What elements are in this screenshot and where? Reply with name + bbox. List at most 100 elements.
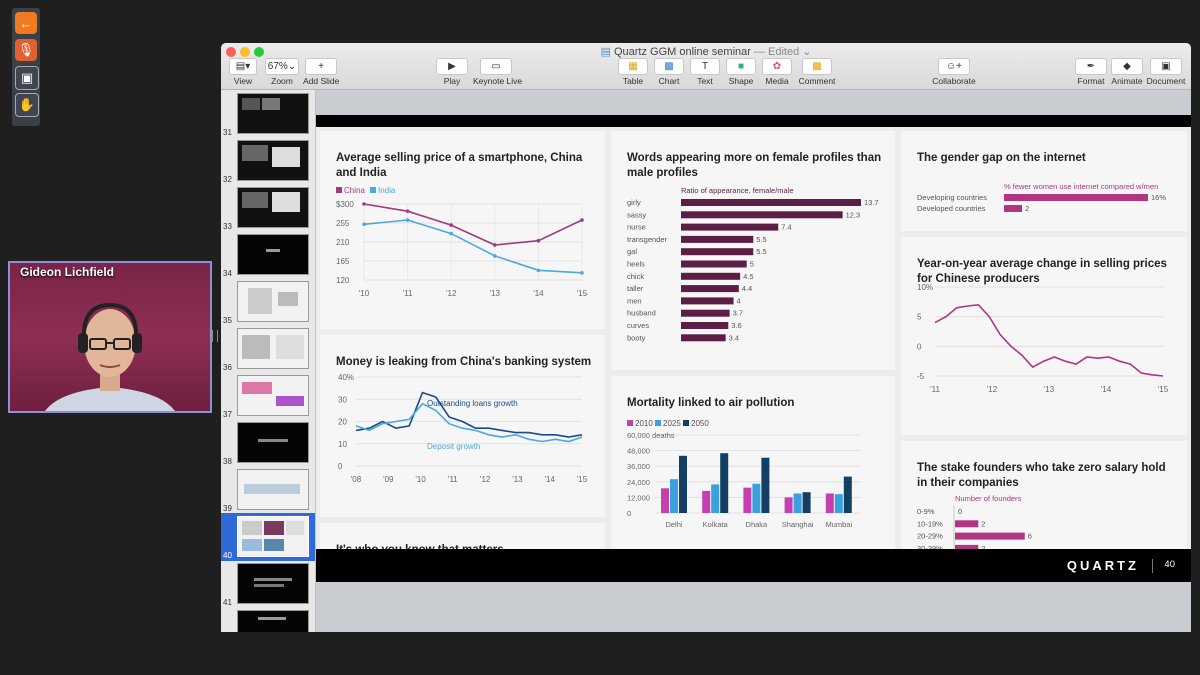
category-label: taller — [627, 284, 644, 293]
add-slide-button[interactable]: + Add Slide — [303, 58, 339, 86]
slide-thumbnail-34[interactable]: 34 — [221, 231, 315, 279]
raise-hand-icon[interactable]: ✋ — [15, 93, 39, 117]
category-label: sassy — [627, 210, 646, 219]
card-title: Average selling price of a smartphone, C… — [336, 152, 583, 179]
data-point — [580, 218, 584, 222]
series-line-0 — [934, 303, 1164, 377]
slide-thumbnail-39[interactable]: 39 — [221, 466, 315, 514]
slide-thumbnail-40[interactable]: 40 — [221, 513, 315, 561]
slide-thumbnail-38[interactable]: 38 — [221, 419, 315, 467]
bar — [843, 476, 852, 513]
bar — [681, 248, 754, 256]
x-tick-label: '10 — [359, 289, 370, 298]
data-label: 3.7 — [733, 309, 743, 318]
slide-thumbnail-37[interactable]: 37 — [221, 372, 315, 420]
thumbnail-image — [237, 610, 309, 632]
format-button[interactable]: ✒ Format — [1074, 58, 1108, 86]
bar — [681, 309, 730, 317]
text-button[interactable]: T Text — [690, 58, 720, 86]
founders-stake-card: The stake founders who take zero salary … — [901, 441, 1187, 549]
thumbnail-image — [237, 375, 309, 416]
bar — [720, 453, 729, 513]
zoom-menu[interactable]: 67% ⌄ Zoom — [265, 58, 299, 86]
minimize-window-button[interactable] — [240, 47, 250, 57]
category-label: husband — [627, 309, 656, 318]
zoom-window-button[interactable] — [254, 47, 264, 57]
slide-thumbnail-32[interactable]: 32 — [221, 137, 315, 185]
data-label: 2 — [1025, 204, 1029, 213]
slide-footer: QUARTZ 40 — [316, 549, 1191, 582]
microphone-muted-icon[interactable]: 🎙 — [15, 39, 37, 61]
slide-thumbnail-31[interactable]: 31 — [221, 90, 315, 138]
slide-thumbnail-33[interactable]: 33 — [221, 184, 315, 232]
bar — [955, 544, 979, 549]
panel-resize-handle[interactable] — [212, 330, 218, 342]
legend-swatch — [683, 420, 689, 426]
comment-button[interactable]: ▩ Comment — [797, 58, 837, 86]
play-icon: ▶ — [436, 58, 468, 75]
series-line-1 — [363, 219, 583, 274]
bar — [761, 457, 770, 513]
bar — [784, 497, 793, 513]
x-tick-label: Mumbai — [825, 520, 852, 529]
y-tick-label: -5 — [917, 372, 925, 381]
footer-divider — [1152, 559, 1153, 573]
share-screen-icon[interactable]: ▣ — [15, 66, 39, 90]
media-button[interactable]: ✿ Media — [762, 58, 792, 86]
y-tick-label: 255 — [336, 219, 350, 228]
slide-page-number: 40 — [1164, 559, 1175, 570]
card-title: The stake founders who take zero salary … — [917, 462, 1166, 489]
close-window-button[interactable] — [226, 47, 236, 57]
slide-canvas: Average selling price of a smartphone, C… — [316, 90, 1191, 632]
y-tick-label: 10% — [917, 283, 933, 292]
slide-thumbnail-41[interactable]: 41 — [221, 560, 315, 608]
table-button[interactable]: ▦ Table — [618, 58, 648, 86]
x-tick-label: Dhaka — [746, 520, 769, 529]
keynote-live-button[interactable]: ▭ Keynote Live — [473, 58, 522, 86]
gender-gap-chart: % fewer women use internet compared w/me… — [917, 182, 1166, 213]
data-label: 4.4 — [742, 284, 752, 293]
x-tick-label: '14 — [544, 475, 555, 484]
exit-arrow-icon[interactable]: ← — [15, 12, 37, 34]
air-pollution-chart: 2010 2025 2050 60,000 deaths 48,000 36,000 24,… — [627, 419, 861, 529]
document-icon: ▤ — [600, 46, 611, 58]
slide-thumbnail-35[interactable]: 35 — [221, 278, 315, 326]
data-label: 4 — [737, 296, 741, 305]
category-label: 30-39% — [917, 544, 943, 549]
collaborate-button[interactable]: ☺+ Collaborate — [929, 58, 979, 86]
bar — [681, 334, 726, 342]
data-label: 5.5 — [756, 235, 766, 244]
data-point — [536, 238, 541, 243]
data-point — [449, 231, 453, 236]
slide-thumbnail-42[interactable] — [221, 607, 315, 632]
data-label: 3.6 — [731, 321, 741, 330]
title-bar: ▤ Quartz GGM online seminar — Edited ⌄ ▤… — [221, 43, 1191, 90]
x-tick-label: Kolkata — [703, 520, 729, 529]
chart-button[interactable]: ▩ Chart — [654, 58, 684, 86]
series-annotation: Deposit growth — [427, 442, 480, 451]
text-icon: T — [690, 58, 720, 75]
category-label: chick — [627, 272, 644, 281]
y-tick-label: 20 — [338, 418, 347, 427]
bar — [711, 484, 720, 513]
data-point — [493, 254, 497, 258]
document-button[interactable]: ▣ Document — [1146, 58, 1186, 86]
keynote-window: ▤ Quartz GGM online seminar — Edited ⌄ ▤… — [221, 43, 1191, 632]
category-label: men — [627, 296, 642, 305]
category-label: nurse — [627, 223, 646, 232]
bar — [679, 455, 687, 513]
animate-button[interactable]: ◆ Animate — [1109, 58, 1145, 86]
current-slide[interactable]: Average selling price of a smartphone, C… — [316, 115, 1191, 582]
data-label: 5 — [750, 260, 754, 269]
slide-thumbnail-36[interactable]: 36 — [221, 325, 315, 373]
meeting-controls: ← 🎙 ▣ ✋ — [12, 8, 40, 126]
data-point — [449, 223, 453, 227]
thumbnail-image — [237, 422, 309, 463]
who-you-know-card: It's who you know that matters — [320, 523, 605, 549]
play-button[interactable]: ▶ Play — [436, 58, 468, 86]
shape-button[interactable]: ■ Shape — [726, 58, 756, 86]
bar — [681, 223, 779, 231]
view-button[interactable]: ▤▾ View — [229, 58, 257, 86]
format-icon: ✒ — [1075, 58, 1107, 75]
bar — [955, 520, 979, 528]
